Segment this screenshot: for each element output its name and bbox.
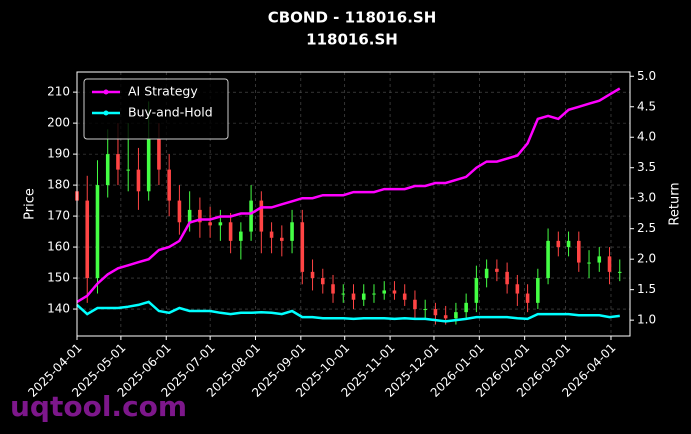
candle-body [280,237,284,241]
y-axis-label: Price [23,188,38,220]
legend-label: AI Strategy [128,84,198,99]
candle-body [392,290,397,294]
candle-body [269,231,274,238]
candle-body [443,315,448,319]
candle-body [228,222,233,241]
chart-subtitle: 118016.SH [306,31,398,49]
candle-body [423,309,427,311]
candle-body [597,256,602,263]
candle-body [402,293,407,300]
candle-body [587,262,591,264]
y2-tick-label: 4.5 [637,99,656,113]
y-tick-label: 180 [47,178,70,192]
candle-body [361,293,366,300]
y2-axis-label: Return [668,182,683,225]
candle-body [577,240,581,263]
candle-body [320,278,325,285]
chart-title: CBOND - 118016.SH [268,9,437,27]
candle-body [239,231,243,241]
y-tick-label: 160 [47,240,70,254]
candle-body [146,138,151,192]
y-tick-label: 140 [47,302,70,316]
candle-body [617,271,622,273]
candle-body [167,169,171,201]
candle-body [505,271,509,285]
candle-body [556,240,561,248]
candle-body [515,284,520,294]
y-tick-label: 210 [47,85,70,99]
candle-body [177,200,182,223]
y2-tick-label: 1.5 [637,282,656,296]
candle-body [105,154,110,186]
legend-box [83,78,229,140]
y-tick-label: 170 [47,209,70,223]
candle-body [85,200,90,279]
candle-body [290,222,294,241]
candle-body [525,293,530,303]
y2-tick-label: 2.5 [637,221,656,235]
candle-body [382,290,387,294]
candle-body [95,185,100,279]
candle-body [484,268,489,279]
series-line [76,87,621,303]
candle-body [413,299,417,310]
candle-body [259,200,264,232]
y2-tick-label: 5.0 [637,69,656,83]
candle-body [331,284,335,294]
candle-body [464,302,468,313]
candle-body [495,268,499,272]
candle-body [218,222,223,226]
candle-body [454,312,458,319]
legend-marker [103,110,109,116]
candle-body [198,209,202,223]
candle-body [536,278,540,303]
series-line [76,300,620,323]
y-tick-label: 190 [47,147,70,161]
candle-body [566,240,571,248]
candle-body [372,293,376,295]
plot-frame [76,71,631,337]
y-tick-label: 150 [47,271,70,285]
candle-body [157,138,161,170]
candle-body [249,200,253,232]
candle-body [208,222,212,226]
y-tick-label: 200 [47,116,70,130]
candle-body [546,240,550,279]
watermark: uqtool.com [10,390,187,423]
y2-tick-label: 3.0 [637,191,656,205]
candle-body [116,154,120,170]
y2-tick-label: 3.5 [637,160,656,174]
candle-body [310,271,315,279]
legend-label: Buy-and-Hold [128,105,213,120]
candle-body [433,309,438,316]
candle-body [341,293,346,295]
candle-body [126,169,130,171]
y2-tick-label: 4.0 [637,130,656,144]
y2-tick-label: 2.0 [637,252,656,266]
candle-body [136,169,141,192]
candle-body [607,256,612,272]
legend-marker [103,89,109,95]
candle-body [187,209,192,223]
candle-body [300,222,305,272]
candle-body [351,293,356,300]
y2-tick-label: 1.0 [637,313,656,327]
candle-body [474,278,479,303]
